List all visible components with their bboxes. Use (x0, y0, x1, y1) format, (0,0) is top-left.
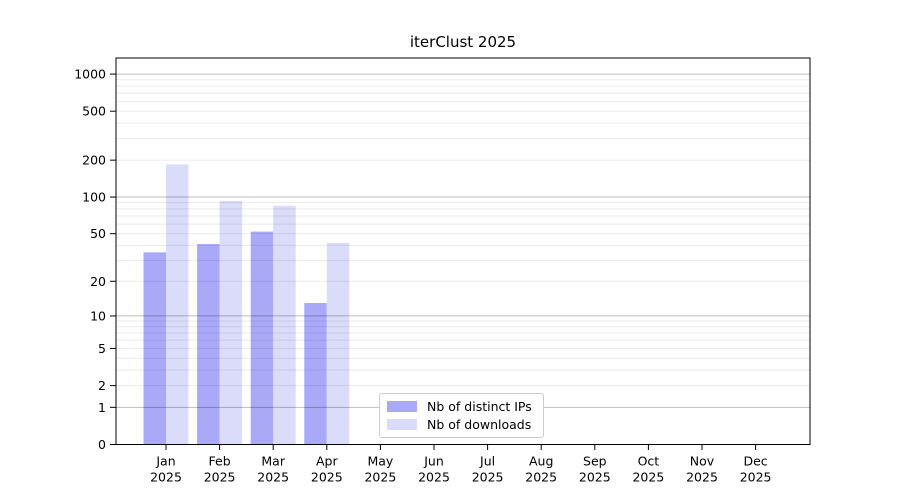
y-tick-label: 50 (90, 226, 106, 241)
bar-downloads-apr (326, 242, 350, 445)
x-tick-label-year: 2025 (418, 470, 450, 485)
x-tick-label-month: Aug (529, 454, 553, 469)
bar-downloads-mar (273, 205, 296, 445)
legend-item-distinct-ips: Nb of distinct IPs (387, 399, 535, 414)
x-tick-label-month: Oct (638, 454, 660, 469)
x-tick-label-year: 2025 (204, 470, 236, 485)
y-tick-label: 1000 (74, 67, 106, 82)
x-tick-label-month: Jul (479, 454, 495, 469)
y-tick-label: 0 (98, 437, 106, 452)
y-tick-label: 1 (98, 400, 106, 415)
legend-swatch-distinct-ips (387, 401, 417, 412)
x-tick-label-month: Nov (690, 454, 715, 469)
legend-label-distinct-ips: Nb of distinct IPs (427, 399, 532, 414)
legend-item-downloads: Nb of downloads (387, 417, 535, 432)
x-tick-label-month: Feb (209, 454, 231, 469)
x-tick-label-month: Jun (423, 454, 444, 469)
chart-title: iterClust 2025 (409, 33, 517, 51)
y-tick-label: 200 (82, 153, 106, 168)
y-tick-label: 100 (82, 190, 106, 205)
bar-downloads-jan (166, 164, 189, 445)
x-tick-label-year: 2025 (686, 470, 718, 485)
x-tick-label-year: 2025 (472, 470, 504, 485)
legend-swatch-downloads (387, 419, 417, 430)
y-tick-label: 5 (98, 341, 106, 356)
x-tick-label-year: 2025 (311, 470, 343, 485)
x-tick-label-year: 2025 (632, 470, 664, 485)
bar-distinct-ips-apr (304, 303, 327, 445)
x-tick-label-month: May (367, 454, 393, 469)
y-tick-label: 10 (90, 308, 106, 323)
x-tick-label-month: Mar (261, 454, 285, 469)
x-tick-label-month: Dec (743, 454, 767, 469)
bar-downloads-feb (219, 200, 243, 445)
y-tick-label: 2 (98, 378, 106, 393)
bar-distinct-ips-mar (250, 231, 274, 445)
x-tick-label-year: 2025 (364, 470, 396, 485)
plot-border (115, 57, 811, 445)
legend: Nb of distinct IPs Nb of downloads (379, 393, 544, 438)
x-tick-label-month: Apr (316, 454, 338, 469)
bar-distinct-ips-jan (143, 252, 166, 445)
y-tick-label: 500 (82, 104, 106, 119)
y-tick-label: 20 (90, 274, 106, 289)
x-tick-label-year: 2025 (257, 470, 289, 485)
x-tick-label-year: 2025 (740, 470, 772, 485)
x-tick-label-month: Sep (583, 454, 607, 469)
legend-label-downloads: Nb of downloads (427, 417, 532, 432)
bar-distinct-ips-feb (197, 244, 220, 445)
x-tick-label-month: Jan (155, 454, 175, 469)
x-tick-label-year: 2025 (579, 470, 611, 485)
x-tick-label-year: 2025 (525, 470, 557, 485)
x-tick-label-year: 2025 (150, 470, 182, 485)
